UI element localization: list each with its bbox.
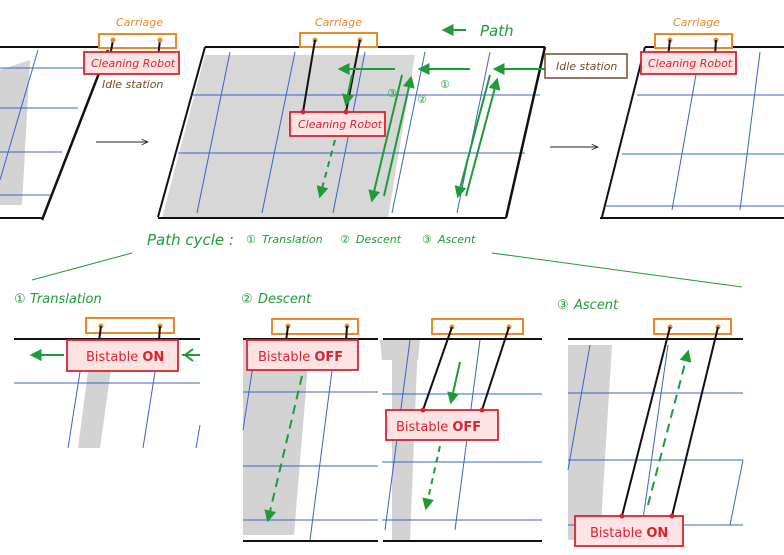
- descent-title: Descent: [258, 292, 312, 307]
- carriage-box: [99, 34, 176, 48]
- ascent-title: Ascent: [573, 298, 619, 313]
- callout-line-right: [492, 253, 742, 287]
- step-descent-marker: ②: [417, 93, 427, 106]
- top-center-panel: Carriage Cleaning Robot ③ ② ① Idle stati…: [158, 16, 627, 218]
- bistable-off-label: Bistable OFF: [396, 420, 481, 435]
- idle-station-label: Idle station: [556, 60, 617, 73]
- bistable-on-label: Bistable ON: [86, 350, 164, 365]
- cleaning-robot-label: Cleaning Robot: [648, 57, 733, 70]
- step-translation-marker: ①: [440, 78, 450, 91]
- carriage-label: Carriage: [116, 16, 163, 29]
- legend-translation-num: ①: [246, 233, 256, 246]
- bistable-on-label: Bistable ON: [590, 526, 668, 541]
- legend-ascent: Ascent: [437, 233, 476, 246]
- legend-descent: Descent: [356, 233, 402, 246]
- translation-title: Translation: [30, 292, 102, 307]
- down-arrow-icon: [451, 362, 460, 402]
- path-label: Path: [480, 22, 514, 40]
- descent-num: ②: [241, 292, 253, 307]
- dashed-down-arrow-icon: [426, 446, 440, 508]
- cleaning-robot-label: Cleaning Robot: [91, 57, 176, 70]
- ascent-panel: ③ Ascent Bistable ON: [557, 298, 743, 546]
- carriage-label: Carriage: [315, 16, 362, 29]
- path-cycle-label: Path cycle :: [147, 231, 234, 249]
- carriage-box: [655, 34, 732, 48]
- translation-num: ①: [14, 292, 26, 307]
- legend-translation: Translation: [262, 233, 323, 246]
- step-ascent-marker: ③: [387, 87, 397, 100]
- callout-line-left: [32, 253, 132, 280]
- bistable-off-label: Bistable OFF: [258, 350, 343, 365]
- path-cycle-legend: Path cycle : ① Translation ② Descent ③ A…: [147, 231, 476, 249]
- legend-descent-num: ②: [340, 233, 350, 246]
- dashed-up-arrow-icon: [648, 352, 688, 505]
- legend-ascent-num: ③: [422, 233, 432, 246]
- ascent-num: ③: [557, 298, 569, 313]
- translation-panel: ① Translation Bistable ON: [14, 292, 200, 448]
- cleaning-robot-label: Cleaning Robot: [298, 118, 383, 131]
- descent-panel: ② Descent Bistable OFF: [241, 292, 542, 541]
- idle-station-label: Idle station: [102, 78, 163, 91]
- top-right-panel: Carriage Cleaning Robot: [600, 16, 784, 218]
- carriage-box: [300, 33, 377, 47]
- top-left-panel: Carriage Cleaning Robot Idle station: [0, 16, 179, 220]
- carriage-label: Carriage: [673, 16, 720, 29]
